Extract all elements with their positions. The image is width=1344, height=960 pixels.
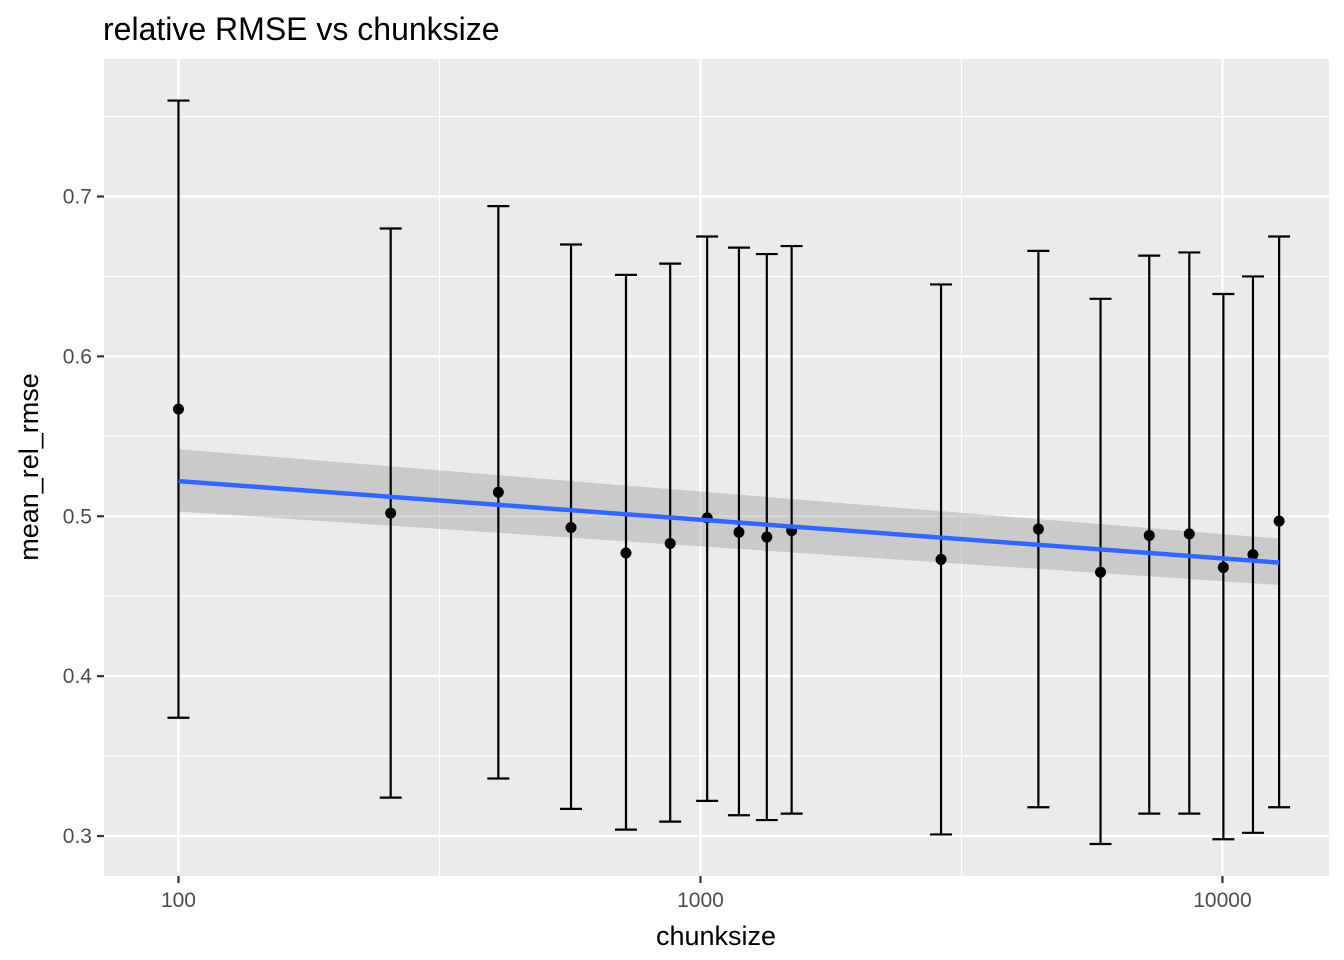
data-point [565, 521, 577, 533]
data-point [1273, 515, 1285, 527]
data-point [1217, 561, 1229, 573]
data-point [172, 403, 184, 415]
trend-line [178, 478, 1280, 565]
confidence-band-layer [178, 449, 1280, 586]
y-tick-label: 0.7 [63, 185, 92, 208]
data-point [733, 526, 745, 538]
data-point [385, 507, 397, 519]
minor-gridlines [104, 59, 1329, 876]
trend-line-layer [178, 478, 1280, 565]
data-point [664, 537, 676, 549]
data-point [1095, 566, 1107, 578]
y-tick-label: 0.3 [63, 825, 92, 848]
x-tick-label: 100 [161, 889, 196, 912]
y-axis: 0.3 0.4 0.5 0.6 0.7 [63, 185, 104, 848]
y-axis-title: mean_rel_rmse [14, 373, 44, 561]
plot-panel [104, 59, 1329, 876]
x-tick-label: 10000 [1193, 889, 1251, 912]
chart-title: relative RMSE vs chunksize [103, 11, 500, 47]
data-point [1143, 529, 1155, 541]
x-axis: 100 1000 10000 [161, 876, 1252, 912]
x-tick-label: 1000 [677, 889, 724, 912]
x-axis-title: chunksize [656, 921, 776, 951]
data-point [761, 531, 773, 543]
data-point [620, 547, 632, 559]
y-tick-label: 0.4 [63, 665, 93, 688]
confidence-band [178, 449, 1280, 586]
error-bars-layer [167, 99, 1291, 846]
data-point [935, 553, 947, 565]
y-tick-label: 0.6 [63, 345, 92, 368]
data-point [1032, 523, 1044, 535]
data-point [492, 486, 504, 498]
y-tick-label: 0.5 [63, 505, 92, 528]
data-point [1247, 549, 1259, 561]
data-point [1183, 528, 1195, 540]
